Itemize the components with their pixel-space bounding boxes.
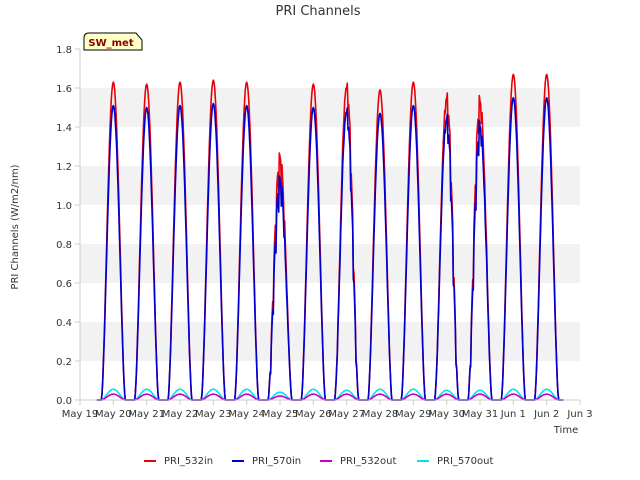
x-tick-label: May 30 [428,409,465,420]
x-tick-label: May 21 [128,409,165,420]
y-tick-label: 0.4 [56,318,72,329]
legend-label: PRI_570out [437,456,493,467]
x-tick-label: Jun 3 [566,409,592,420]
x-tick-label: May 22 [162,409,199,420]
x-tick-label: May 27 [328,409,365,420]
legend-label: PRI_570in [252,456,301,467]
y-tick-label: 0.8 [56,240,72,251]
y-tick-label: 0.2 [56,357,72,368]
chart-title: PRI Channels [276,4,361,19]
x-tick-label: Jun 1 [500,409,526,420]
x-tick-label: May 24 [228,409,265,420]
legend-label: PRI_532in [164,456,213,467]
x-tick-label: May 23 [195,409,232,420]
y-tick-label: 1.2 [56,162,72,173]
y-tick-label: 0.6 [56,279,72,290]
legend-label: PRI_532out [340,456,396,467]
legend: PRI_532in PRI_570in PRI_532out PRI_570out [144,456,493,467]
x-tick-label: Jun 2 [533,409,559,420]
grid-band [80,166,580,205]
y-tick-label: 1.6 [56,84,72,95]
y-tick-label: 0.0 [56,396,72,407]
y-tick-label: 1.4 [56,123,72,134]
grid-band [80,244,580,283]
sw-met-badge: SW_met [83,32,143,51]
y-tick-label: 1.8 [56,45,72,56]
x-tick-label: May 20 [95,409,132,420]
grid-bands [80,49,580,400]
x-tick-label: May 29 [395,409,432,420]
badge-box [83,32,143,51]
grid-band [80,88,580,127]
y-tick-label: 1.0 [56,201,72,212]
x-tick-label: May 26 [295,409,332,420]
badge-label: SW_met [88,38,133,49]
x-tick-label: May 25 [262,409,299,420]
x-tick-label: May 19 [62,409,99,420]
y-axis-label: PRI Channels (W/m2/nm) [10,164,21,289]
grid-band [80,322,580,361]
x-tick-label: May 31 [462,409,499,420]
x-axis-label: Time [553,425,578,436]
x-tick-label: May 28 [362,409,399,420]
